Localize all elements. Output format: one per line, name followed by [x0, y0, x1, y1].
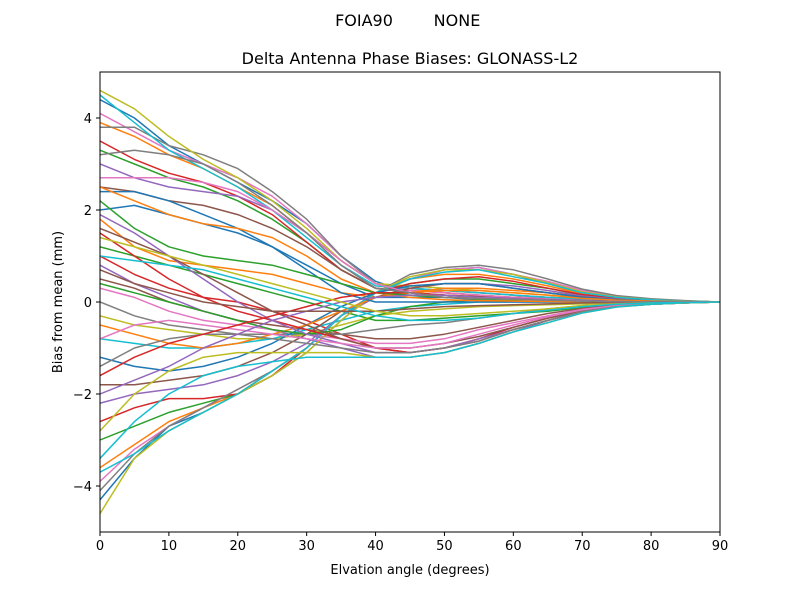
x-axis-label: Elvation angle (degrees) [330, 563, 489, 578]
x-tick-label: 40 [367, 539, 384, 554]
series-line-37 [100, 301, 720, 349]
series-layer [100, 89, 720, 515]
suptitle-left: FOIA90 [335, 11, 393, 30]
x-tick-label: 30 [298, 539, 315, 554]
x-tick-label: 90 [712, 539, 729, 554]
series-line-50 [100, 255, 720, 322]
series-line-40 [100, 301, 720, 460]
series-line-28 [100, 264, 720, 492]
x-tick-label: 60 [505, 539, 522, 554]
series-line-46 [100, 268, 720, 312]
x-tick-label: 10 [161, 539, 178, 554]
suptitle-right: NONE [434, 11, 481, 30]
y-tick-label: 4 [84, 112, 92, 127]
x-tick-label: 20 [230, 539, 247, 554]
y-tick-label: 2 [84, 204, 92, 219]
x-tick-label: 70 [574, 539, 591, 554]
y-tick-label: −4 [73, 480, 92, 495]
y-tick-label: 0 [84, 296, 92, 311]
chart-title: Delta Antenna Phase Biases: GLONASS-L2 [242, 49, 579, 68]
plot-area-frame [99, 71, 721, 533]
y-axis-label: Bias from mean (mm) [51, 231, 66, 373]
series-line-48 [100, 149, 720, 303]
x-tick-label: 50 [436, 539, 453, 554]
x-tick-label: 80 [643, 539, 660, 554]
series-line-30 [100, 269, 720, 474]
x-tick-label: 0 [96, 539, 104, 554]
series-line-24 [100, 275, 720, 423]
tick-layer: 0 10 20 30 40 50 60 70 80 90 −4 −2 0 2 4 [73, 112, 728, 554]
y-tick-label: −2 [73, 388, 92, 403]
